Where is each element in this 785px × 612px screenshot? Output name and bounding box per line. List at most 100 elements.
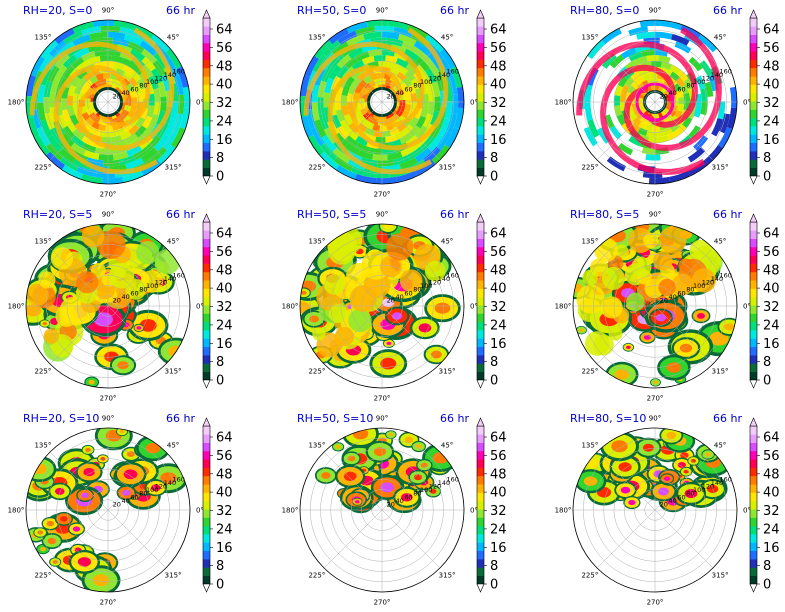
colorbar-extend-max — [476, 417, 485, 427]
colorbar-segment — [750, 467, 757, 477]
colorbar-segment — [477, 84, 484, 94]
radial-tick-label: 100 — [693, 486, 705, 494]
colorbar-segment — [203, 109, 210, 119]
colorbar-segment — [477, 534, 484, 543]
colorbar-segment — [750, 67, 757, 77]
colorbar-segment — [203, 567, 210, 576]
angle-tick-label: 270° — [374, 191, 391, 199]
colorbar-segment — [477, 296, 484, 306]
angle-tick-label: 90° — [649, 7, 661, 15]
colorbar-tick-label: 40 — [763, 78, 780, 93]
colorbar-segment — [203, 101, 210, 110]
colorbar-segment — [750, 296, 757, 306]
angular-grid — [107, 101, 167, 161]
colorbar-segment — [477, 338, 484, 348]
colorbar-segment — [477, 459, 484, 468]
colorbar-tick-label: 48 — [763, 59, 780, 74]
colorbar-extend-min — [476, 583, 485, 593]
panel-title: RH=80, S=10 — [570, 412, 646, 425]
colorbar-segment — [477, 346, 484, 356]
angular-grid — [654, 43, 714, 103]
radial-tick-label: 120 — [429, 483, 441, 491]
angle-tick-label: 45° — [167, 33, 179, 41]
angle-tick-label: 270° — [374, 599, 391, 607]
angle-tick-label: 270° — [100, 395, 117, 403]
colorbar-extend-min — [202, 379, 211, 389]
angle-tick-label: 0° — [196, 99, 204, 107]
angle-tick-label: 45° — [441, 33, 453, 41]
colorbar-segment — [477, 517, 484, 527]
colorbar: 0 8 16 24 32 40 48 56 64 — [202, 417, 233, 593]
polar-frame — [25, 19, 191, 185]
panel-title: RH=20, S=10 — [23, 412, 99, 425]
radial-tick-label: 160 — [719, 475, 731, 483]
precip-field — [26, 20, 190, 184]
angular-grid — [49, 247, 109, 307]
angle-tick-label: 135° — [308, 33, 325, 41]
polar-frame — [25, 427, 191, 593]
colorbar-segment — [750, 559, 757, 568]
angular-grid — [49, 509, 109, 569]
colorbar-segment — [203, 363, 210, 372]
polar-frame — [572, 19, 738, 185]
colorbar-tick-label: 16 — [216, 133, 233, 148]
colorbar-segment — [477, 280, 484, 289]
radial-tick-label: 20 — [387, 500, 395, 508]
radial-tick-label: 80 — [413, 286, 421, 294]
radial-tick-label: 40 — [122, 293, 130, 301]
angle-tick-label: 315° — [439, 164, 456, 172]
angular-grid — [381, 509, 441, 569]
angular-grid — [654, 451, 714, 511]
angular-grid — [596, 451, 656, 511]
colorbar-segment — [477, 509, 484, 518]
precip-field — [300, 224, 461, 379]
colorbar-tick-label: 16 — [763, 541, 780, 556]
angular-grid — [596, 43, 656, 103]
radial-tick-label: 120 — [155, 483, 167, 491]
angular-grid — [323, 305, 383, 365]
colorbar-tick-label: 8 — [763, 355, 771, 370]
angular-grid — [323, 43, 383, 103]
colorbar-segment — [750, 371, 757, 381]
colorbar-tick-label: 48 — [490, 59, 507, 74]
colorbar-segment — [203, 534, 210, 543]
colorbar-segment — [203, 542, 210, 552]
angle-tick-label: 180° — [8, 507, 25, 515]
radial-tick-label: 60 — [130, 289, 138, 297]
radial-tick-label: 160 — [446, 475, 458, 483]
colorbar-segment — [203, 255, 210, 264]
colorbar-segment — [750, 355, 757, 364]
panel-title: RH=20, S=5 — [23, 208, 92, 221]
polar-panel-3: 0°45°90°135°180°225°270°315°20 40 60 801001… — [555, 4, 780, 199]
angle-tick-label: 225° — [581, 164, 598, 172]
colorbar-tick-label: 56 — [490, 41, 507, 56]
angle-tick-label: 90° — [376, 211, 388, 219]
colorbar-segment — [203, 151, 210, 160]
colorbar-tick-label: 40 — [216, 282, 233, 297]
colorbar-segment — [750, 42, 757, 52]
polar-panel-6: 0°45°90°135°180°225°270°315°20 40 60 801001… — [555, 208, 780, 403]
colorbar-segment — [203, 550, 210, 560]
angle-tick-label: 270° — [647, 191, 664, 199]
colorbar-segment — [477, 271, 484, 281]
angle-tick-label: 90° — [102, 415, 114, 423]
colorbar-segment — [750, 134, 757, 144]
colorbar-tick-label: 8 — [490, 559, 498, 574]
colorbar-segment — [477, 222, 484, 231]
radial-tick-label: 20 — [660, 296, 668, 304]
colorbar-tick-label: 24 — [763, 318, 780, 333]
colorbar-segment — [477, 67, 484, 77]
angle-tick-label: 225° — [581, 368, 598, 376]
colorbar-segment — [477, 288, 484, 298]
colorbar-segment — [203, 84, 210, 94]
colorbar-segment — [750, 484, 757, 493]
polar-frame — [299, 223, 465, 389]
colorbar-segment — [203, 525, 210, 535]
colorbar-tick-label: 24 — [763, 114, 780, 129]
polar-frame — [299, 427, 465, 593]
colorbar-segment — [477, 321, 484, 331]
colorbar-segment — [750, 567, 757, 576]
radial-tick-label: 100 — [146, 78, 158, 86]
panel-time-label: 66 hr — [440, 412, 469, 425]
angle-tick-label: 180° — [555, 507, 572, 515]
